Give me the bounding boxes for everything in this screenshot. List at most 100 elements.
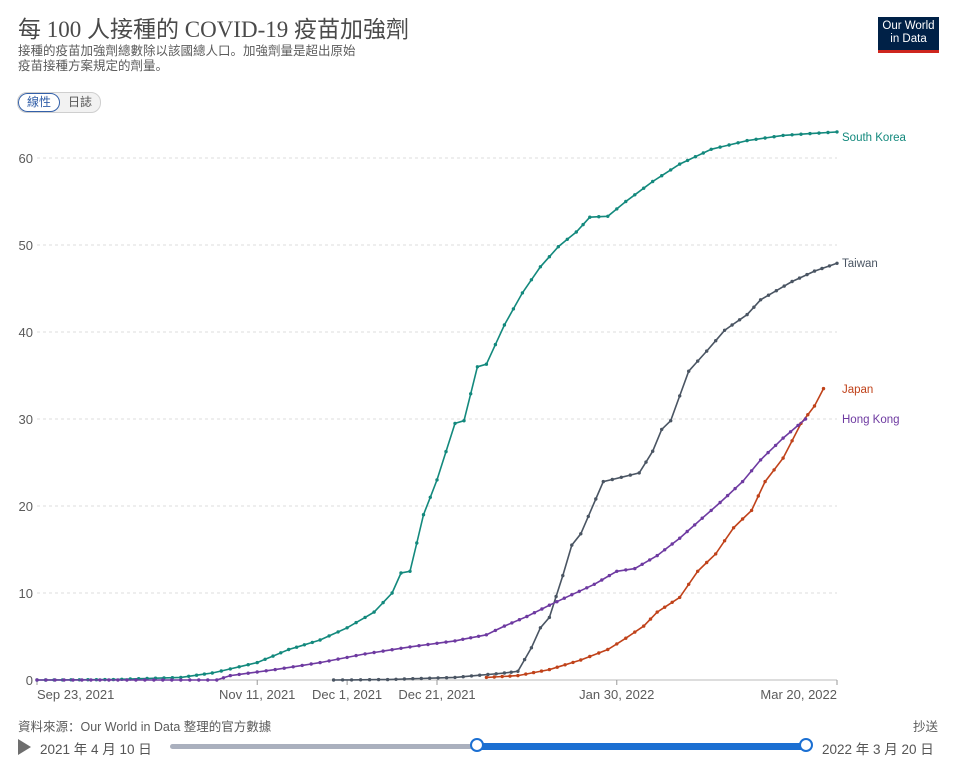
data-point	[279, 651, 283, 655]
data-point	[415, 541, 419, 545]
data-point	[210, 671, 214, 675]
data-point	[502, 624, 507, 628]
data-point	[500, 674, 504, 679]
data-point	[633, 193, 637, 197]
y-tick-label: 40	[19, 325, 33, 340]
data-point	[799, 132, 803, 136]
data-point	[619, 475, 623, 479]
data-point	[493, 342, 498, 347]
data-point	[372, 610, 376, 614]
source-note: 資料來源：Our World in Data 整理的官方數據	[18, 720, 272, 734]
data-point	[651, 449, 655, 453]
data-point	[628, 473, 632, 477]
data-point	[669, 419, 673, 423]
data-point	[601, 479, 605, 484]
data-point	[570, 593, 574, 597]
data-point	[624, 199, 628, 204]
download-link[interactable]: 抄送	[912, 720, 938, 734]
data-point	[461, 675, 465, 679]
data-point	[670, 600, 674, 604]
timeline-start-handle[interactable]	[470, 738, 484, 752]
logo-line-1: Our World	[882, 20, 935, 32]
data-point	[246, 671, 250, 675]
data-point	[331, 678, 336, 682]
data-point	[731, 526, 736, 530]
data-point	[444, 676, 449, 680]
data-point	[615, 642, 619, 646]
linear-scale-button[interactable]: 線性	[18, 93, 61, 112]
data-point	[349, 678, 354, 682]
data-point	[827, 264, 832, 268]
data-point	[701, 151, 705, 155]
play-icon[interactable]	[18, 739, 31, 755]
y-tick-label: 50	[19, 238, 33, 253]
x-tick-label: Nov 11, 2021	[219, 687, 295, 702]
data-point	[318, 660, 322, 665]
data-point	[428, 676, 432, 680]
data-point	[663, 605, 667, 609]
chart-title: 每 100 人接種的 COVID-19 疫苗加強劑	[18, 17, 409, 42]
data-point	[421, 513, 426, 517]
data-point	[669, 168, 673, 172]
data-point	[749, 508, 754, 513]
data-point	[660, 174, 664, 178]
data-point	[436, 676, 440, 680]
data-point	[394, 677, 398, 681]
log-scale-button[interactable]: 日誌	[68, 95, 93, 109]
data-point	[782, 284, 786, 288]
data-point	[444, 640, 448, 644]
data-point	[781, 133, 785, 138]
data-point	[517, 618, 522, 622]
timeline-end-date: 2022 年 3 月 20 日	[822, 742, 934, 757]
data-point	[655, 553, 659, 558]
data-point	[817, 131, 821, 135]
data-point	[194, 673, 199, 677]
data-point	[756, 494, 760, 498]
data-point	[187, 674, 191, 678]
data-point	[228, 667, 232, 671]
data-point	[202, 672, 207, 676]
data-point	[554, 594, 558, 599]
data-point	[44, 678, 48, 682]
data-point	[271, 654, 275, 658]
data-point	[327, 634, 331, 638]
data-point	[188, 678, 192, 682]
data-point	[722, 328, 727, 332]
data-point	[644, 460, 648, 464]
timeline-end-handle[interactable]	[799, 738, 813, 752]
data-point	[62, 678, 66, 682]
data-point	[508, 674, 512, 678]
data-point	[318, 638, 322, 642]
data-point	[502, 323, 507, 327]
timeline-selected-range	[477, 743, 806, 750]
data-point	[453, 421, 457, 426]
data-point	[538, 626, 543, 630]
scale-toggle[interactable]: 線性 日誌	[17, 92, 102, 113]
data-point	[640, 562, 644, 566]
data-point	[263, 657, 267, 661]
series-label: Japan	[842, 384, 873, 396]
data-point	[246, 663, 250, 667]
data-point	[516, 673, 520, 678]
data-point	[790, 279, 794, 284]
data-point	[484, 633, 489, 637]
data-point	[345, 626, 349, 630]
data-point	[426, 642, 430, 647]
data-point	[773, 443, 778, 448]
data-point	[399, 571, 403, 575]
data-point	[696, 359, 700, 363]
data-point	[125, 678, 129, 682]
data-point	[763, 136, 767, 140]
data-point	[381, 649, 385, 653]
timeline-start-date: 2021 年 4 月 10 日	[40, 742, 152, 757]
data-point	[606, 214, 610, 218]
data-point	[812, 404, 817, 408]
data-point	[511, 307, 516, 311]
data-point	[237, 672, 241, 677]
data-point	[134, 678, 138, 682]
data-point	[797, 276, 802, 280]
data-point	[763, 479, 767, 484]
data-point	[796, 423, 800, 428]
owid-logo[interactable]: Our World in Data	[878, 17, 939, 53]
data-point	[805, 272, 809, 277]
